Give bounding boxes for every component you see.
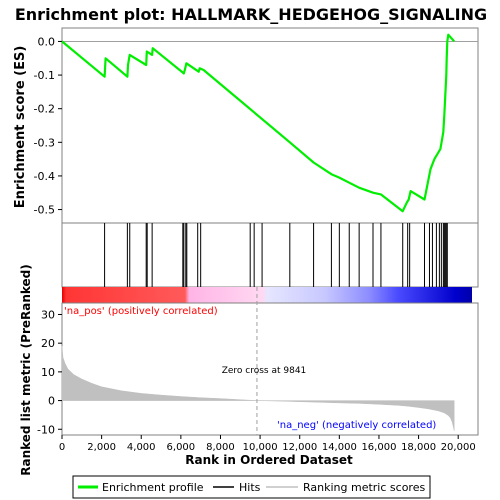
x-tick-label: 0 [59,442,65,453]
es-y-tick-label: 0.0 [38,35,56,48]
x-tick-label: 8,000 [206,442,235,453]
es-y-tick-label: -0.4 [34,170,55,183]
positive-correlation-label: 'na_pos' (positively correlated) [64,306,218,317]
metric-y-tick-label: 0 [48,395,55,408]
x-tick-label: 14,000 [322,442,357,453]
metric-area-group [61,345,455,431]
metric-y-axis-label: Ranked list metric (PreRanked) [19,264,33,476]
chart-title: Enrichment plot: HALLMARK_HEDGEHOG_SIGNA… [15,5,487,24]
hits-panel [61,222,479,288]
enrichment-profile-line [61,33,456,213]
legend-label-hits: Hits [239,481,261,494]
legend-label-ranking-metric: Ranking metric scores [303,481,425,494]
es-y-axis-label: Enrichment score (ES) [13,46,28,209]
metric-y-tick-label: 20 [41,337,55,350]
hits-frame [61,222,479,288]
x-tick-label: 6,000 [167,442,196,453]
es-panel: 0.0 -0.1 -0.2 -0.3 -0.4 -0.5 Enrichment score… [13,27,479,224]
es-y-tick-label: -0.2 [34,103,55,116]
es-y-axis: 0.0 -0.1 -0.2 -0.3 -0.4 -0.5 [34,35,62,217]
ranking-metric-area [61,345,455,431]
rank-color-bar [62,287,472,303]
hit-lines-group [104,223,448,287]
x-tick-label: 4,000 [127,442,156,453]
metric-panel: 30 20 10 0 -10 0 2,000 4,000 6,000 8,000 10,000 12… [19,264,479,476]
es-y-tick-label: -0.5 [34,204,55,217]
x-tick-label: 10,000 [243,442,278,453]
metric-y-tick-label: -10 [37,423,55,436]
es-y-tick-label: -0.3 [34,136,55,149]
legend-box [72,475,431,499]
x-tick-label: 2,000 [87,442,116,453]
x-axis-label: Rank in Ordered Dataset [185,453,353,467]
x-tick-label: 16,000 [361,442,396,453]
es-series-group [61,33,478,213]
negative-correlation-label: 'na_neg' (negatively correlated) [277,420,436,431]
legend-label-enrichment-profile: Enrichment profile [102,481,204,494]
legend: Enrichment profile Hits Ranking metric s… [72,475,431,499]
x-tick-label: 12,000 [282,442,317,453]
metric-y-tick-label: 30 [41,308,55,321]
x-tick-label: 20,000 [441,442,476,453]
zero-cross-label: Zero cross at 9841 [222,366,307,376]
metric-x-axis: 0 2,000 4,000 6,000 8,000 10,000 12,000 14,000 1… [59,435,476,453]
es-y-tick-label: -0.1 [34,69,55,82]
x-tick-label: 18,000 [401,442,436,453]
metric-plot-frame [61,302,479,436]
metric-y-tick-label: 10 [41,366,55,379]
metric-y-axis: 30 20 10 0 -10 [37,308,62,436]
